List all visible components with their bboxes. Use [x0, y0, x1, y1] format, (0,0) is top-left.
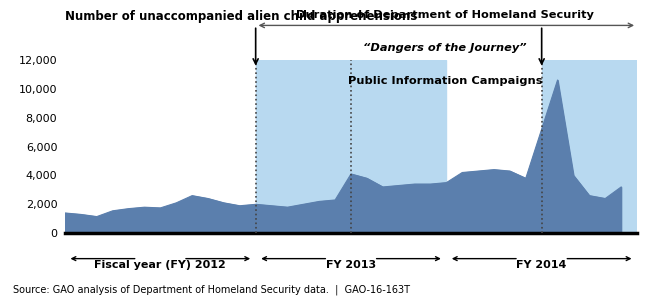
Text: Public Information Campaigns: Public Information Campaigns — [348, 76, 543, 86]
Text: FY 2014: FY 2014 — [517, 260, 567, 270]
Text: FY 2013: FY 2013 — [326, 260, 376, 270]
Text: Source: GAO analysis of Department of Homeland Security data.  |  GAO-16-163T: Source: GAO analysis of Department of Ho… — [13, 284, 410, 295]
Bar — [541, 60, 637, 233]
Text: Duration of Department of Homeland Security: Duration of Department of Homeland Secur… — [296, 10, 594, 20]
Text: “Dangers of the Journey”: “Dangers of the Journey” — [363, 43, 527, 53]
Bar — [255, 60, 447, 233]
Text: Fiscal year (FY) 2012: Fiscal year (FY) 2012 — [94, 260, 226, 270]
Text: Number of unaccompanied alien child apprehensions: Number of unaccompanied alien child appr… — [65, 10, 417, 23]
